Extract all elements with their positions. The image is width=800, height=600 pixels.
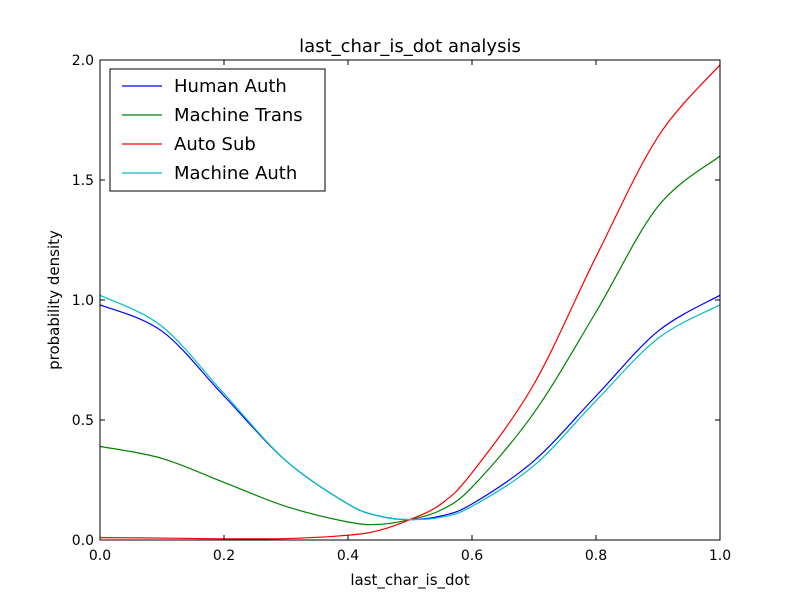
series-line-2 <box>99 155 721 526</box>
series-line-4 <box>99 294 721 521</box>
y-tick-label: 2.0 <box>72 53 94 69</box>
x-tick-label: 1.0 <box>709 548 731 564</box>
legend-label: Auto Sub <box>174 134 256 155</box>
legend-box <box>109 68 326 192</box>
series-line-3 <box>99 64 721 540</box>
legend: Human Auth Machine Trans Auto Sub Machine A… <box>109 68 326 192</box>
y-tick-label: 0.5 <box>72 413 94 429</box>
ticks-layer: 0.0 0.2 0.4 0.6 0.8 1.0 0.0 0.5 1.0 1.5 2.0 <box>72 53 731 564</box>
y-tick-label: 1.0 <box>72 293 94 309</box>
legend-label: Human Auth <box>174 76 287 97</box>
y-tick-label: 0.0 <box>72 533 94 549</box>
x-tick-label: 0.8 <box>585 548 607 564</box>
x-axis-label: last_char_is_dot <box>350 571 469 590</box>
x-tick-label: 0.4 <box>337 548 359 564</box>
series-layer <box>99 64 721 540</box>
x-tick-label: 0.6 <box>461 548 483 564</box>
legend-label: Machine Trans <box>174 105 303 126</box>
x-tick-label: 0.0 <box>89 548 111 564</box>
legend-label: Machine Auth <box>174 163 297 184</box>
x-tick-label: 0.2 <box>213 548 235 564</box>
y-axis-label: probability density <box>45 230 63 370</box>
chart-title: last_char_is_dot analysis <box>299 36 521 57</box>
y-tick-label: 1.5 <box>72 173 94 189</box>
